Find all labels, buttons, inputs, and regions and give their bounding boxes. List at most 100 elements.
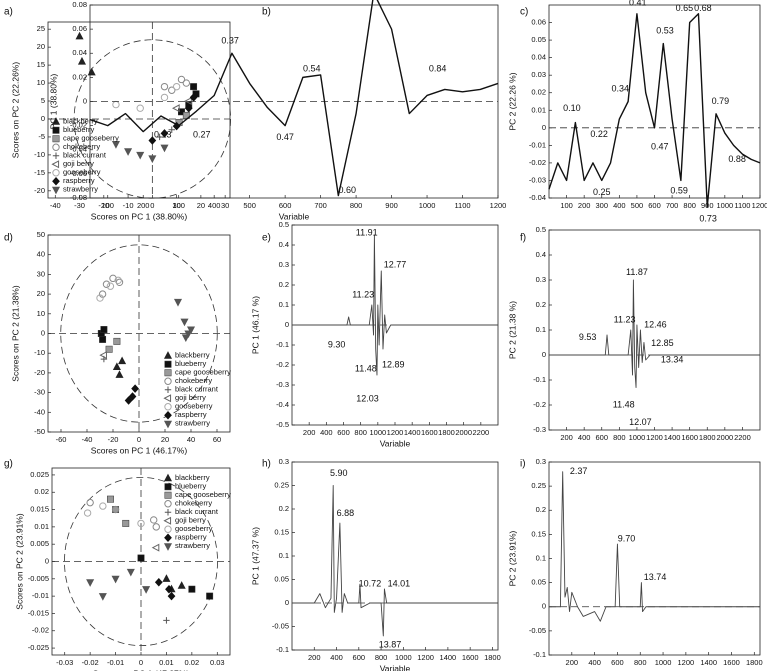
data-point (86, 579, 95, 587)
legend-marker (52, 126, 60, 134)
y-tick-label: -0.01 (32, 591, 49, 600)
x-tick-label: 800 (375, 653, 388, 662)
y-tick-label: 0.02 (72, 72, 87, 81)
x-tick-label: 1000 (716, 201, 733, 210)
legend-marker (51, 186, 61, 195)
y-tick-label: -0.1 (276, 645, 289, 654)
x-tick-label: 200 (137, 201, 150, 210)
data-point (178, 108, 185, 116)
y-tick-label: 0.1 (279, 551, 289, 560)
legend-marker (51, 160, 60, 169)
data-point (188, 585, 196, 593)
x-tick-label: 60 (213, 435, 221, 444)
y-tick-label: 0.04 (72, 48, 87, 57)
annotation: 0.53 (656, 26, 674, 36)
annotation: 13.74 (644, 572, 667, 582)
data-point (96, 294, 104, 302)
panel-label: g) (4, 459, 13, 470)
x-tick-label: 800 (634, 658, 647, 667)
legend-marker (52, 169, 60, 177)
y-tick-label: -0.2 (276, 360, 289, 369)
x-axis-label: Variable (380, 663, 411, 671)
y-tick-label: 0 (41, 114, 45, 123)
y-tick-label: -0.04 (529, 193, 546, 202)
annotation: 10.72 (359, 579, 382, 589)
legend-label: strawberry (175, 541, 210, 550)
annotation: 2.37 (570, 466, 588, 476)
x-tick-label: -0.03 (56, 658, 73, 667)
data-point (113, 337, 121, 345)
annotation: 13.34 (661, 354, 684, 364)
annotation: 0.10 (563, 103, 581, 113)
y-tick-label: -20 (34, 186, 45, 195)
y-tick-label: 0.2 (536, 300, 546, 309)
x-tick-label: 800 (354, 428, 367, 437)
y-tick-label: -30 (34, 388, 45, 397)
legend-marker (163, 420, 173, 429)
x-tick-label: 0.01 (159, 658, 174, 667)
y-tick-label: 10 (37, 309, 45, 318)
x-tick-label: 1200 (387, 428, 404, 437)
panel-label: b) (262, 7, 271, 18)
y-tick-label: 0.1 (536, 325, 546, 334)
data-point (86, 498, 94, 507)
x-tick-label: 1000 (419, 201, 436, 210)
legend-marker (163, 516, 172, 525)
x-tick-label: 1200 (752, 201, 767, 210)
x-tick-label: 1200 (678, 658, 695, 667)
legend-label: blackberry (175, 351, 210, 360)
annotation: 11.87 (626, 267, 648, 277)
y-tick-label: -0.1 (533, 375, 546, 384)
x-tick-label: 300 (595, 201, 608, 210)
y-tick-label: -0.3 (276, 380, 289, 389)
data-point (105, 345, 113, 353)
data-point (137, 554, 145, 562)
x-tick-label: 800 (350, 201, 363, 210)
panel-label: c) (520, 7, 528, 18)
y-tick-label: -10 (34, 150, 45, 159)
line-series (292, 234, 498, 376)
legend-label: cape gooseberry (175, 490, 231, 499)
annotation: 0.68 (694, 3, 712, 13)
y-tick-label: 0.015 (30, 505, 49, 514)
x-tick-label: 1800 (746, 658, 763, 667)
legend-label: raspberry (63, 176, 95, 185)
y-tick-label: 30 (37, 269, 45, 278)
legend-label: blackberry (175, 473, 210, 482)
annotation: 0.34 (611, 84, 629, 94)
y-tick-label: 0.3 (536, 275, 546, 284)
plot-frame (548, 461, 761, 656)
x-axis-label: Variable (380, 438, 411, 448)
legend-label: black currant (175, 507, 219, 516)
y-tick-label: 0.3 (279, 457, 289, 466)
legend-marker (163, 543, 173, 551)
y-tick-label: -0.2 (533, 400, 546, 409)
x-tick-label: 0.02 (185, 658, 200, 667)
data-point (184, 103, 193, 113)
x-tick-label: 800 (613, 433, 626, 442)
y-tick-label: -0.06 (70, 169, 87, 178)
x-tick-label: 400 (208, 201, 221, 210)
annotation: 9.30 (328, 339, 346, 349)
y-tick-label: -0.01 (529, 140, 546, 149)
legend-label: blueberry (175, 359, 207, 368)
data-point (142, 586, 151, 594)
data-point (124, 396, 133, 405)
y-axis-label: PC 1 (47.37 %) (250, 527, 260, 585)
x-tick-label: 600 (353, 653, 366, 662)
x-tick-label: 100 (101, 201, 114, 210)
data-point (136, 151, 145, 160)
legend-label: blueberry (175, 482, 207, 491)
y-axis-label: Scores on PC 2 (23.91%) (14, 513, 24, 610)
x-tick-label: 1200 (417, 653, 434, 662)
x-tick-label: 1400 (404, 428, 421, 437)
panel-label: i) (520, 459, 526, 470)
data-point (173, 298, 183, 307)
x-tick-label: 1800 (484, 653, 501, 662)
legend-label: goji berry (175, 516, 206, 525)
legend-label: blueberry (63, 125, 95, 134)
data-point (177, 75, 186, 84)
annotation: 12.89 (382, 359, 405, 369)
data-point (168, 86, 176, 94)
